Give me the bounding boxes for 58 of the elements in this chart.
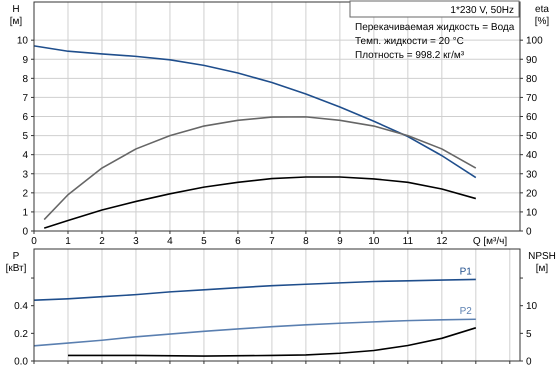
x-tick-label: 1 [65, 236, 72, 247]
y2-tick-label: 90 [526, 54, 538, 66]
y2-tick-label: 60 [526, 112, 538, 123]
y2-tick-label: 0 [526, 356, 532, 368]
y-axis-title: P [кВт] [6, 251, 27, 274]
y2-tick-label: 30 [526, 169, 538, 180]
y-tick-label: 4 [22, 150, 28, 162]
x-tick-label: 7 [269, 236, 276, 247]
series-label: P2 [460, 306, 472, 318]
x-tick-label: 10 [368, 236, 380, 247]
annotation: 1*230 V, 50Hz [450, 5, 514, 16]
y-tick-label: 0.4 [14, 301, 28, 312]
y-tick-label: 7 [22, 92, 28, 104]
y2-tick-label: 20 [526, 188, 538, 200]
line-series [33, 278, 477, 301]
line-series [43, 176, 477, 229]
line-series [33, 318, 477, 347]
x-axis-title: Q [м³/ч] [472, 236, 508, 247]
y2-axis-title: NPSH [м] [528, 251, 556, 274]
y2-tick-label: 10 [526, 301, 538, 312]
y-tick-label: 6 [22, 112, 28, 123]
y-tick-label: 0.0 [14, 356, 28, 368]
x-tick-label: 2 [99, 236, 106, 247]
x-tick-label: 8 [303, 236, 310, 247]
x-tick-label: 12 [436, 236, 448, 247]
line-series [33, 45, 477, 178]
y-axis-title: H [м] [10, 4, 22, 27]
y2-tick-label: 0 [526, 226, 532, 238]
x-tick-label: 5 [201, 236, 208, 247]
y-tick-label: 5 [22, 131, 28, 142]
annotation: Темп. жидкости = 20 °C [355, 36, 464, 47]
line-series [43, 116, 477, 220]
y-tick-label: 0.2 [14, 328, 28, 340]
series-label: P1 [460, 266, 472, 278]
annotation: Перекачиваемая жидкость = Вода [355, 22, 515, 33]
y2-axis-title: eta [%] [534, 4, 550, 27]
y-tick-label: 8 [22, 74, 28, 85]
y-tick-label: 9 [22, 54, 28, 66]
x-tick-label: 6 [235, 236, 242, 247]
y2-tick-label: 80 [526, 74, 538, 85]
x-tick-label: 3 [133, 236, 140, 247]
line-series [67, 327, 477, 357]
y2-tick-label: 10 [526, 207, 538, 218]
y-tick-label: 1 [22, 207, 28, 218]
annotation: Плотность = 998.2 кг/м³ [355, 50, 465, 61]
y-tick-label: 2 [22, 188, 28, 200]
y-tick-label: 3 [22, 169, 28, 180]
y2-tick-label: 50 [526, 131, 538, 142]
y2-tick-label: 5 [526, 328, 532, 340]
x-tick-label: 11 [402, 236, 414, 247]
x-tick-label: 4 [167, 236, 174, 247]
y2-tick-label: 70 [526, 92, 538, 104]
y2-tick-label: 40 [526, 150, 538, 162]
y-tick-label: 0 [22, 226, 28, 238]
y-tick-label: 10 [16, 36, 28, 47]
x-tick-label: 0 [31, 236, 38, 247]
y2-tick-label: 100 [526, 36, 544, 47]
x-tick-label: 9 [337, 236, 344, 247]
